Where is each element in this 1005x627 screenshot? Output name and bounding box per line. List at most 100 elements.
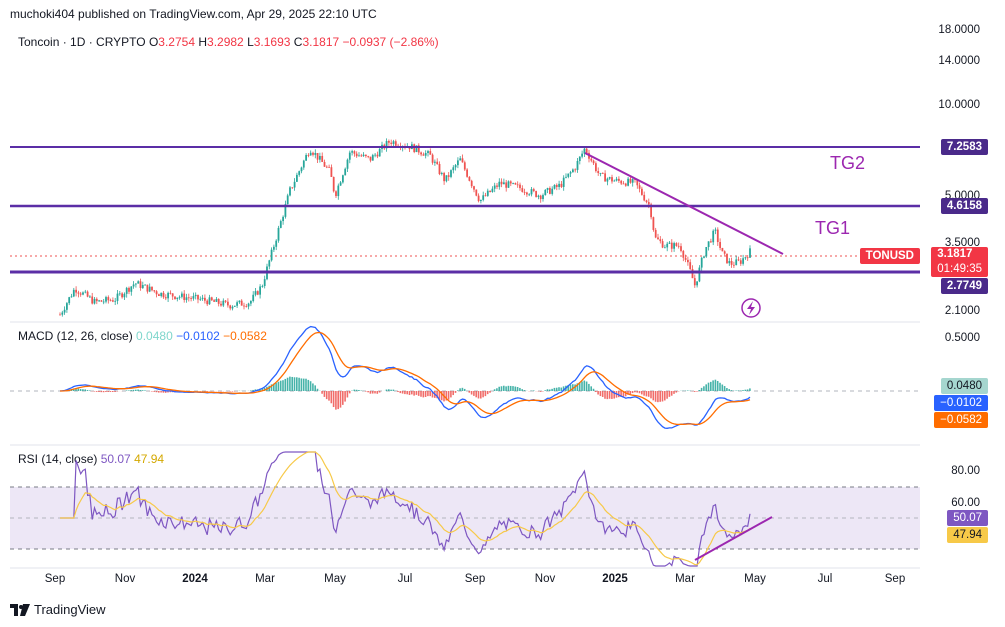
tradingview-logo[interactable]: TradingView: [10, 602, 106, 617]
macd-histogram-bar: [206, 391, 208, 392]
macd-histogram-bar: [102, 391, 105, 393]
macd-histogram-bar: [95, 391, 98, 392]
macd-histogram-bar: [661, 391, 664, 402]
level-badge-4-6158[interactable]: 4.6158: [940, 198, 988, 214]
candle-body: [201, 297, 204, 299]
macd-histogram-bar: [128, 390, 130, 391]
lightning-icon[interactable]: [741, 298, 761, 318]
time-tick: Nov: [115, 573, 136, 585]
macd-histogram-bar: [261, 388, 264, 391]
macd-histogram-bar: [279, 380, 282, 391]
candle-body: [325, 166, 328, 168]
candle-body: [61, 312, 64, 315]
candle-body: [344, 168, 347, 176]
candle-body: [507, 181, 510, 188]
level-badge-2-7749[interactable]: 2.7749: [940, 278, 988, 294]
macd-histogram-bar: [463, 388, 466, 391]
candle-body: [323, 161, 326, 167]
macd-legend[interactable]: MACD (12, 26, close) 0.0480 −0.0102 −0.0…: [18, 329, 267, 343]
macd-histogram-bar: [293, 377, 296, 391]
candle-body: [693, 278, 696, 286]
candle-body: [314, 153, 317, 155]
macd-histogram-bar: [714, 379, 717, 391]
macd-histogram-bar: [314, 385, 316, 391]
macd-histogram-bar: [562, 386, 565, 391]
macd-histogram-bar: [332, 391, 335, 408]
macd-histogram-bar: [480, 391, 482, 399]
candle-body: [233, 305, 236, 307]
rsi-support-trendline[interactable]: [694, 516, 773, 561]
candle-body: [712, 230, 715, 243]
candle-body: [631, 179, 634, 183]
candle-body: [572, 169, 574, 173]
macd-histogram-bar: [588, 383, 590, 391]
macd-histogram-bar: [296, 377, 298, 391]
candle-body: [447, 175, 450, 177]
macd-histogram-bar: [581, 381, 583, 391]
candle-body: [275, 240, 278, 247]
candle-body: [282, 216, 284, 222]
candle-body: [194, 294, 197, 297]
candle-body: [528, 194, 531, 196]
candle-body: [112, 300, 114, 302]
macd-histogram-bar: [86, 390, 89, 391]
last-price-badge[interactable]: 3.1817 01:49:35: [931, 247, 988, 277]
time-axis[interactable]: Sep Nov 2024 Mar May Jul Sep Nov 2025 Ma…: [45, 573, 905, 585]
symbol-badge[interactable]: TONUSD: [859, 248, 920, 264]
macd-histogram-bar: [560, 387, 563, 391]
macd-histogram-bar: [305, 378, 307, 391]
macd-histogram-bar: [397, 391, 399, 392]
candle-body: [217, 298, 220, 304]
candle-body: [484, 195, 487, 197]
candle-body: [164, 297, 167, 299]
resistance-trendline[interactable]: [584, 152, 784, 255]
macd-histogram-bar: [273, 383, 275, 391]
candle-body: [378, 148, 381, 157]
macd-signal-value: −0.0582: [223, 329, 267, 343]
candle-body: [100, 300, 103, 302]
candle-body: [526, 192, 528, 195]
candle-body: [263, 279, 266, 286]
candle-body: [650, 204, 652, 218]
macd-histogram-bar: [404, 391, 406, 395]
macd-histogram-bar: [532, 390, 535, 391]
macd-histogram-bar: [132, 389, 135, 391]
candle-body: [666, 243, 669, 248]
rsi-ma-line: [60, 451, 751, 566]
candle-body: [684, 257, 687, 260]
candle-body: [176, 297, 179, 300]
candle-body: [171, 293, 174, 297]
macd-histogram-bar: [597, 391, 599, 395]
macd-histogram-bar: [284, 378, 287, 391]
macd-histogram-bar: [519, 387, 521, 391]
macd-histogram-bar: [712, 380, 714, 391]
level-badge-7-2583[interactable]: 7.2583: [940, 139, 988, 155]
macd-histogram-bar: [348, 391, 351, 394]
macd-histogram-bar: [440, 391, 443, 401]
macd-histogram-bar: [710, 381, 712, 391]
symbol-name[interactable]: Toncoin · 1D · CRYPTO: [18, 35, 146, 49]
candle-body: [394, 141, 397, 146]
candle-body: [733, 264, 735, 266]
candle-body: [291, 187, 294, 189]
macd-histogram-bar: [130, 390, 132, 391]
candle-body: [105, 297, 107, 302]
candle-body: [385, 141, 388, 149]
rsi-title: RSI (14, close): [18, 452, 98, 466]
candle-body: [576, 161, 579, 170]
candle-body: [486, 190, 489, 196]
candle-body: [238, 300, 241, 303]
candle-body: [553, 184, 556, 189]
candle-body: [583, 148, 586, 154]
rsi-legend[interactable]: RSI (14, close) 50.07 47.94: [18, 452, 164, 466]
candle-body: [574, 169, 577, 171]
macd-histogram-bar: [344, 391, 346, 402]
macd-histogram-bar: [555, 387, 558, 391]
candle-body: [72, 289, 75, 297]
bar-countdown: 01:49:35: [937, 263, 982, 275]
candle-body: [737, 259, 740, 261]
macd-histogram: [61, 376, 751, 410]
macd-histogram-bar: [162, 391, 165, 393]
candle-body: [521, 188, 524, 192]
